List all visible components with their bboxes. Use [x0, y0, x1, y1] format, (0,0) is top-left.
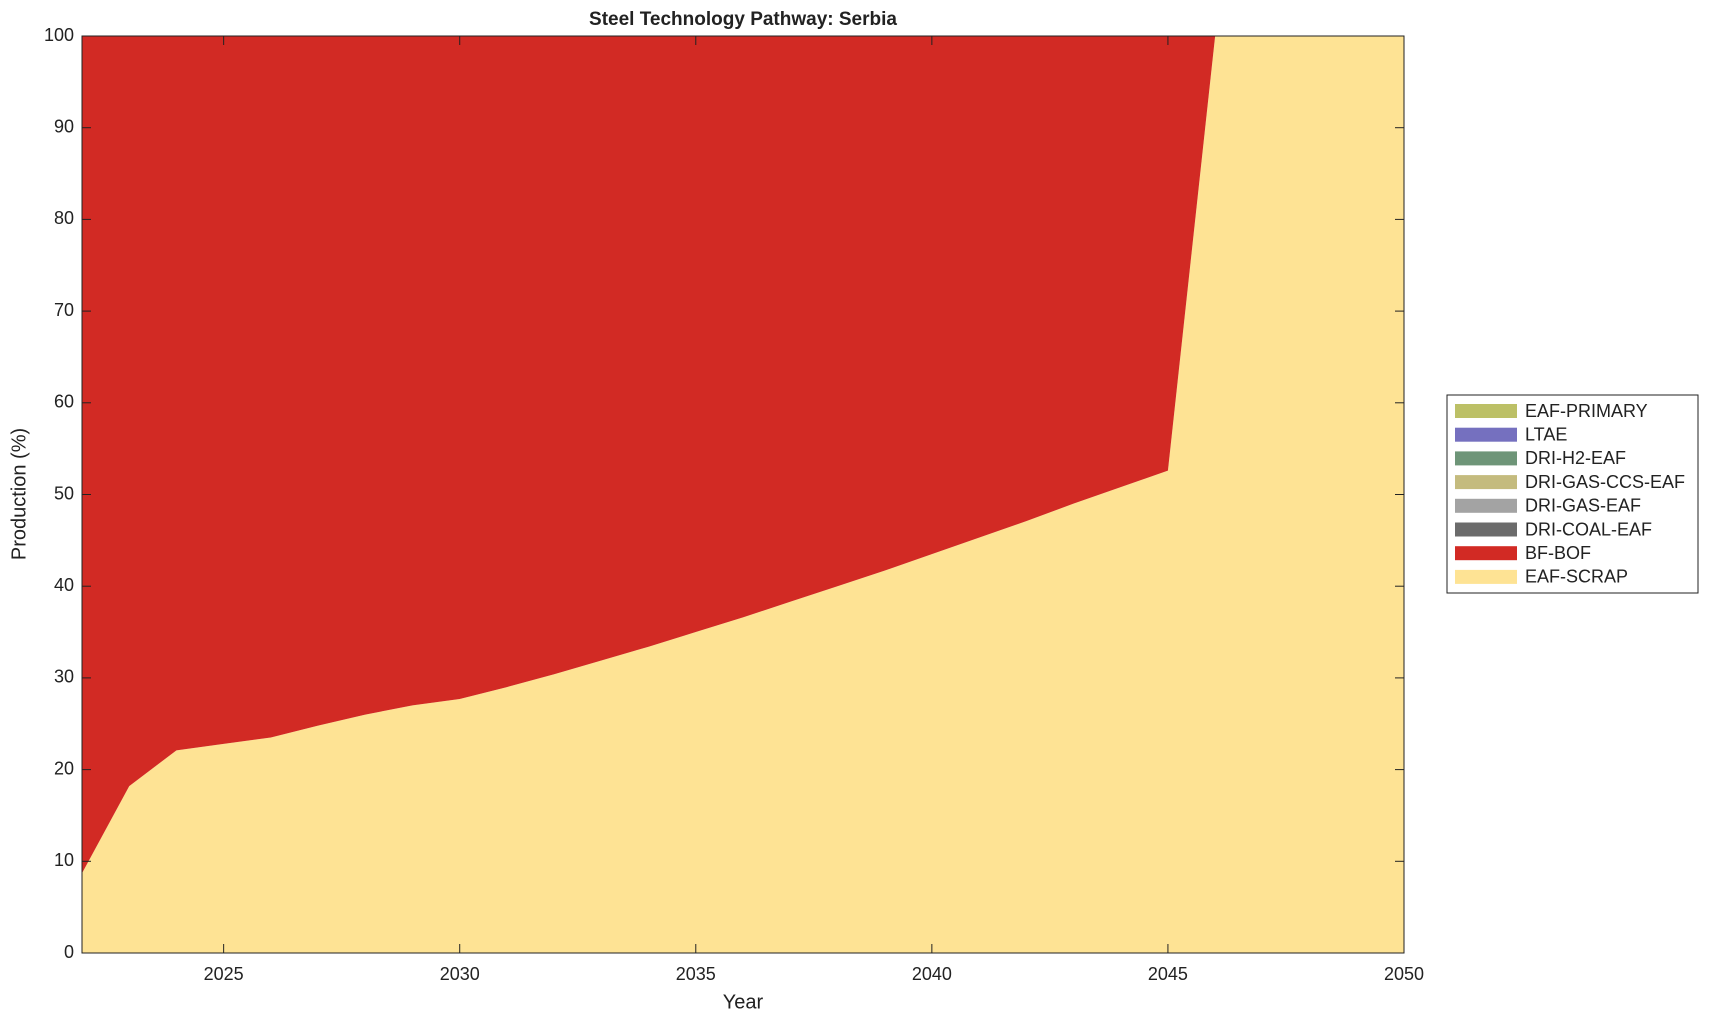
y-tick-label: 0 — [64, 942, 74, 962]
area — [82, 36, 1404, 953]
y-tick-label: 10 — [54, 850, 74, 870]
legend-swatch — [1455, 404, 1517, 418]
y-tick-label: 40 — [54, 575, 74, 595]
legend-label: BF-BOF — [1525, 543, 1591, 563]
legend-swatch — [1455, 546, 1517, 561]
legend-swatch — [1455, 498, 1517, 513]
x-axis-label: Year — [723, 991, 764, 1013]
y-tick-label: 100 — [44, 25, 74, 45]
y-tick-label: 20 — [54, 758, 74, 778]
legend-label: EAF-PRIMARY — [1525, 401, 1648, 421]
x-tick-label: 2025 — [204, 964, 244, 984]
legend-label: EAF-SCRAP — [1525, 567, 1628, 587]
legend-label: LTAE — [1525, 424, 1567, 444]
legend-swatch — [1455, 451, 1517, 466]
y-tick-label: 50 — [54, 483, 74, 503]
legend-swatch — [1455, 427, 1517, 442]
legend-label: DRI-GAS-CCS-EAF — [1525, 472, 1685, 492]
legend-swatch — [1455, 475, 1517, 490]
y-tick-label: 80 — [54, 208, 74, 228]
legend-label: DRI-GAS-EAF — [1525, 496, 1641, 516]
y-tick-label: 60 — [54, 392, 74, 412]
y-tick-label: 90 — [54, 116, 74, 136]
legend-label: DRI-H2-EAF — [1525, 448, 1626, 468]
y-tick-label: 30 — [54, 667, 74, 687]
x-tick-label: 2030 — [440, 964, 480, 984]
legend-box — [1446, 394, 1699, 594]
x-tick-label: 2050 — [1384, 964, 1424, 984]
x-tick-label: 2040 — [912, 964, 952, 984]
y-axis-label: Production (%) — [8, 428, 30, 560]
legend-label: DRI-COAL-EAF — [1525, 519, 1652, 539]
x-tick-label: 2045 — [1148, 964, 1188, 984]
legend-swatch — [1455, 522, 1517, 537]
x-tick-label: 2035 — [676, 964, 716, 984]
area — [82, 36, 1404, 874]
legend-swatch — [1455, 569, 1517, 584]
chart-title: Steel Technology Pathway: Serbia — [589, 9, 897, 30]
y-tick-label: 70 — [54, 300, 74, 320]
